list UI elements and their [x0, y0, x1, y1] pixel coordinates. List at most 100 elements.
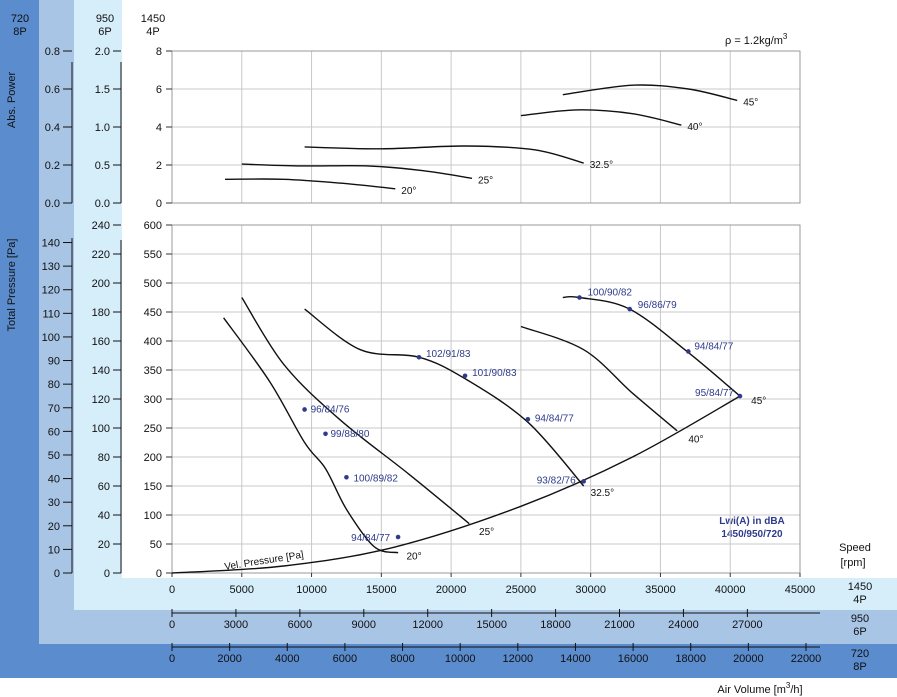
noise-point-label: 102/91/83 — [426, 349, 471, 360]
xscale-720-poles: 8P — [853, 661, 866, 673]
xtick-720: 8000 — [390, 653, 414, 665]
pressure-ytick-1450: 100 — [144, 510, 162, 522]
pressure-ytick-950: 20 — [98, 539, 110, 551]
xtick-950: 9000 — [352, 619, 376, 631]
header-950-rpm: 950 — [96, 13, 114, 25]
xtick-950: 12000 — [412, 619, 443, 631]
pressure-ytick-720: 100 — [42, 332, 60, 344]
pressure-curve — [304, 308, 585, 487]
power-ytick-720: 0.6 — [45, 84, 60, 96]
pressure-ytick-720: 110 — [42, 308, 60, 320]
xtick-720: 22000 — [791, 653, 822, 665]
pressure-ytick-950: 180 — [92, 307, 110, 319]
power-ytick-1450: 2 — [156, 160, 162, 172]
noise-point-label: 100/90/82 — [588, 288, 633, 299]
pressure-ytick-1450: 600 — [144, 220, 162, 232]
xtick-720: 20000 — [733, 653, 764, 665]
pressure-curve-label: 20° — [406, 552, 421, 563]
power-ytick-720: 0.8 — [45, 46, 60, 58]
xtick-720: 6000 — [333, 653, 357, 665]
pressure-ytick-720: 10 — [48, 544, 60, 556]
power-curve — [241, 163, 473, 179]
pressure-ytick-720: 20 — [48, 521, 60, 533]
pressure-ytick-720: 120 — [42, 285, 60, 297]
pressure-ytick-950: 200 — [92, 278, 110, 290]
noise-point-label: 94/84/77 — [535, 413, 574, 424]
pressure-ytick-720: 70 — [48, 403, 60, 415]
pressure-axis-title: Total Pressure [Pa] — [6, 239, 18, 332]
chart-marks: 0 2 4 6 8 0.0 0.5 1.0 1.5 2.0 0.0 0.2 0.4 0.6 0.8 0 50 10… — [42, 46, 822, 665]
pressure-ytick-1450: 50 — [150, 539, 162, 551]
noise-point-label: 100/89/82 — [353, 473, 398, 484]
xscale-950-poles: 6P — [853, 626, 866, 638]
speed-headers: 720 8P 950 6P 1450 4P — [11, 13, 165, 38]
xtick-720: 14000 — [560, 653, 591, 665]
noise-point-marker — [462, 373, 468, 379]
pressure-curve-label: 45° — [751, 396, 766, 407]
legend-line-1: Lwi(A) in dBA — [719, 516, 785, 527]
pressure-ytick-950: 100 — [92, 423, 110, 435]
xtick-950: 0 — [169, 619, 175, 631]
power-ytick-950: 0.0 — [95, 198, 110, 210]
power-curve-label: 45° — [743, 97, 758, 108]
pressure-curve — [171, 395, 741, 574]
noise-point-label: 101/90/83 — [472, 368, 517, 379]
pressure-ytick-1450: 500 — [144, 278, 162, 290]
power-curve — [304, 145, 584, 164]
xtick-720: 10000 — [445, 653, 476, 665]
power-ytick-950: 1.5 — [95, 84, 110, 96]
pressure-ytick-950: 160 — [92, 336, 110, 348]
noise-point-marker — [627, 306, 633, 312]
xtick-950: 15000 — [476, 619, 507, 631]
pressure-ytick-720: 130 — [42, 261, 60, 273]
power-ytick-950: 1.0 — [95, 122, 110, 134]
noise-point-marker — [581, 479, 586, 484]
pressure-ytick-720: 90 — [48, 356, 60, 368]
header-1450-poles: 4P — [146, 26, 159, 38]
pressure-curve-label: 32.5° — [591, 488, 614, 499]
header-720-poles: 8P — [13, 26, 26, 38]
pressure-ytick-950: 240 — [92, 220, 110, 232]
xtick-1450: 10000 — [296, 584, 327, 596]
noise-point-marker — [323, 431, 328, 437]
pressure-ytick-720: 30 — [48, 497, 60, 509]
xscale-1450-rpm: 1450 — [848, 581, 872, 593]
pressure-curve — [223, 317, 399, 554]
power-axis-title: Abs. Power — [6, 72, 18, 129]
power-curve-label: 40° — [687, 122, 702, 133]
pressure-ytick-1450: 200 — [144, 452, 162, 464]
pressure-ytick-1450: 0 — [156, 568, 162, 580]
airflow-text: Air Volume [m — [717, 684, 785, 696]
xtick-950: 18000 — [540, 619, 571, 631]
xtick-720: 16000 — [618, 653, 649, 665]
power-curve — [224, 178, 396, 190]
pressure-ytick-1450: 550 — [144, 249, 162, 261]
pressure-curve — [520, 325, 678, 432]
band-720-horizontal — [39, 644, 897, 678]
pressure-ytick-720: 50 — [48, 450, 60, 462]
xtick-950: 24000 — [668, 619, 699, 631]
xtick-1450: 30000 — [575, 584, 606, 596]
pressure-ytick-720: 80 — [48, 379, 60, 391]
band-1450-vertical — [74, 0, 122, 610]
density-note: ρ = 1.2kg/m3 — [725, 32, 788, 47]
pressure-curve-label: 25° — [479, 527, 494, 538]
band-950-horizontal — [74, 610, 897, 644]
pressure-ytick-950: 40 — [98, 510, 110, 522]
xtick-1450: 15000 — [366, 584, 397, 596]
noise-point-label: 94/84/77 — [351, 533, 390, 544]
xtick-1450: 5000 — [230, 584, 254, 596]
noise-point-marker — [344, 475, 349, 480]
airflow-sup: 3 — [786, 681, 791, 690]
power-curve — [562, 84, 738, 102]
pressure-ytick-1450: 150 — [144, 481, 162, 493]
pressure-ytick-720: 60 — [48, 426, 60, 438]
power-curve-label: 20° — [401, 186, 416, 197]
xtick-950: 21000 — [604, 619, 635, 631]
xtick-1450: 45000 — [785, 584, 816, 596]
pressure-ytick-720: 0 — [54, 568, 60, 580]
noise-point-marker — [302, 407, 307, 412]
power-ytick-1450: 4 — [156, 122, 162, 134]
noise-point-marker — [395, 534, 401, 540]
